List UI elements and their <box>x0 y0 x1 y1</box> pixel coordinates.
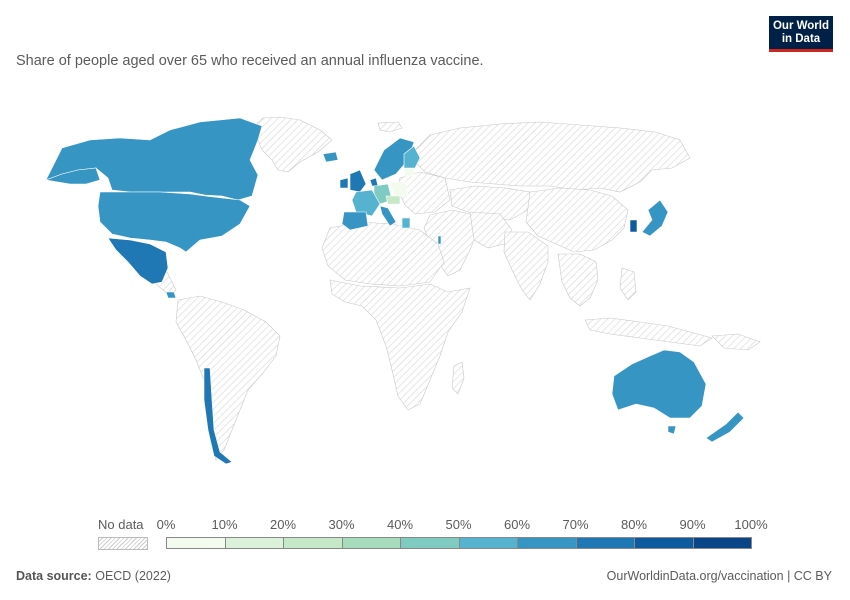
china-mongolia <box>525 187 629 253</box>
owid-logo[interactable]: Our World in Data <box>769 16 833 52</box>
costa-rica <box>165 291 177 299</box>
chart-title: Share of people aged over 65 who receive… <box>16 53 484 69</box>
estonia <box>403 167 415 177</box>
sub-saharan-africa <box>329 279 471 411</box>
no-data-regions <box>149 116 761 461</box>
greece <box>401 217 411 229</box>
madagascar <box>451 361 465 395</box>
france <box>351 189 381 217</box>
denmark <box>369 177 379 187</box>
czechia <box>385 195 401 205</box>
alaska <box>44 167 101 185</box>
philippines <box>619 267 637 301</box>
southeast-asia <box>557 253 599 307</box>
data-source-label: Data source: <box>16 569 92 583</box>
italy <box>379 205 397 227</box>
logo-line-2: in Data <box>781 33 821 45</box>
papua <box>711 333 761 351</box>
data-source: Data source: OECD (2022) <box>16 569 171 583</box>
chile <box>203 367 233 465</box>
usa <box>97 191 251 253</box>
israel <box>437 235 442 245</box>
tasmania <box>667 425 677 435</box>
data-source-value: OECD (2022) <box>95 569 171 583</box>
spain-portugal <box>341 211 369 231</box>
greenland <box>249 116 333 173</box>
new-zealand <box>705 411 745 443</box>
poland <box>389 181 409 197</box>
australia <box>611 349 707 419</box>
indonesia <box>584 317 713 347</box>
iran-afghanistan <box>469 211 513 249</box>
finland <box>403 145 421 171</box>
japan <box>641 199 669 237</box>
uk <box>349 169 367 193</box>
mexico <box>107 237 169 285</box>
south-korea <box>629 219 638 233</box>
data-regions <box>44 117 745 465</box>
footer-url[interactable]: OurWorldinData.org/vaccination | CC BY <box>606 569 832 583</box>
logo-line-1: Our World <box>772 20 829 32</box>
ireland <box>339 177 349 189</box>
central-asia <box>449 185 531 221</box>
south-asia <box>503 231 549 301</box>
russia-north-asia <box>414 121 691 193</box>
svalbard <box>377 121 403 133</box>
iceland <box>322 151 339 163</box>
canada <box>45 117 263 201</box>
south-america <box>175 295 281 461</box>
